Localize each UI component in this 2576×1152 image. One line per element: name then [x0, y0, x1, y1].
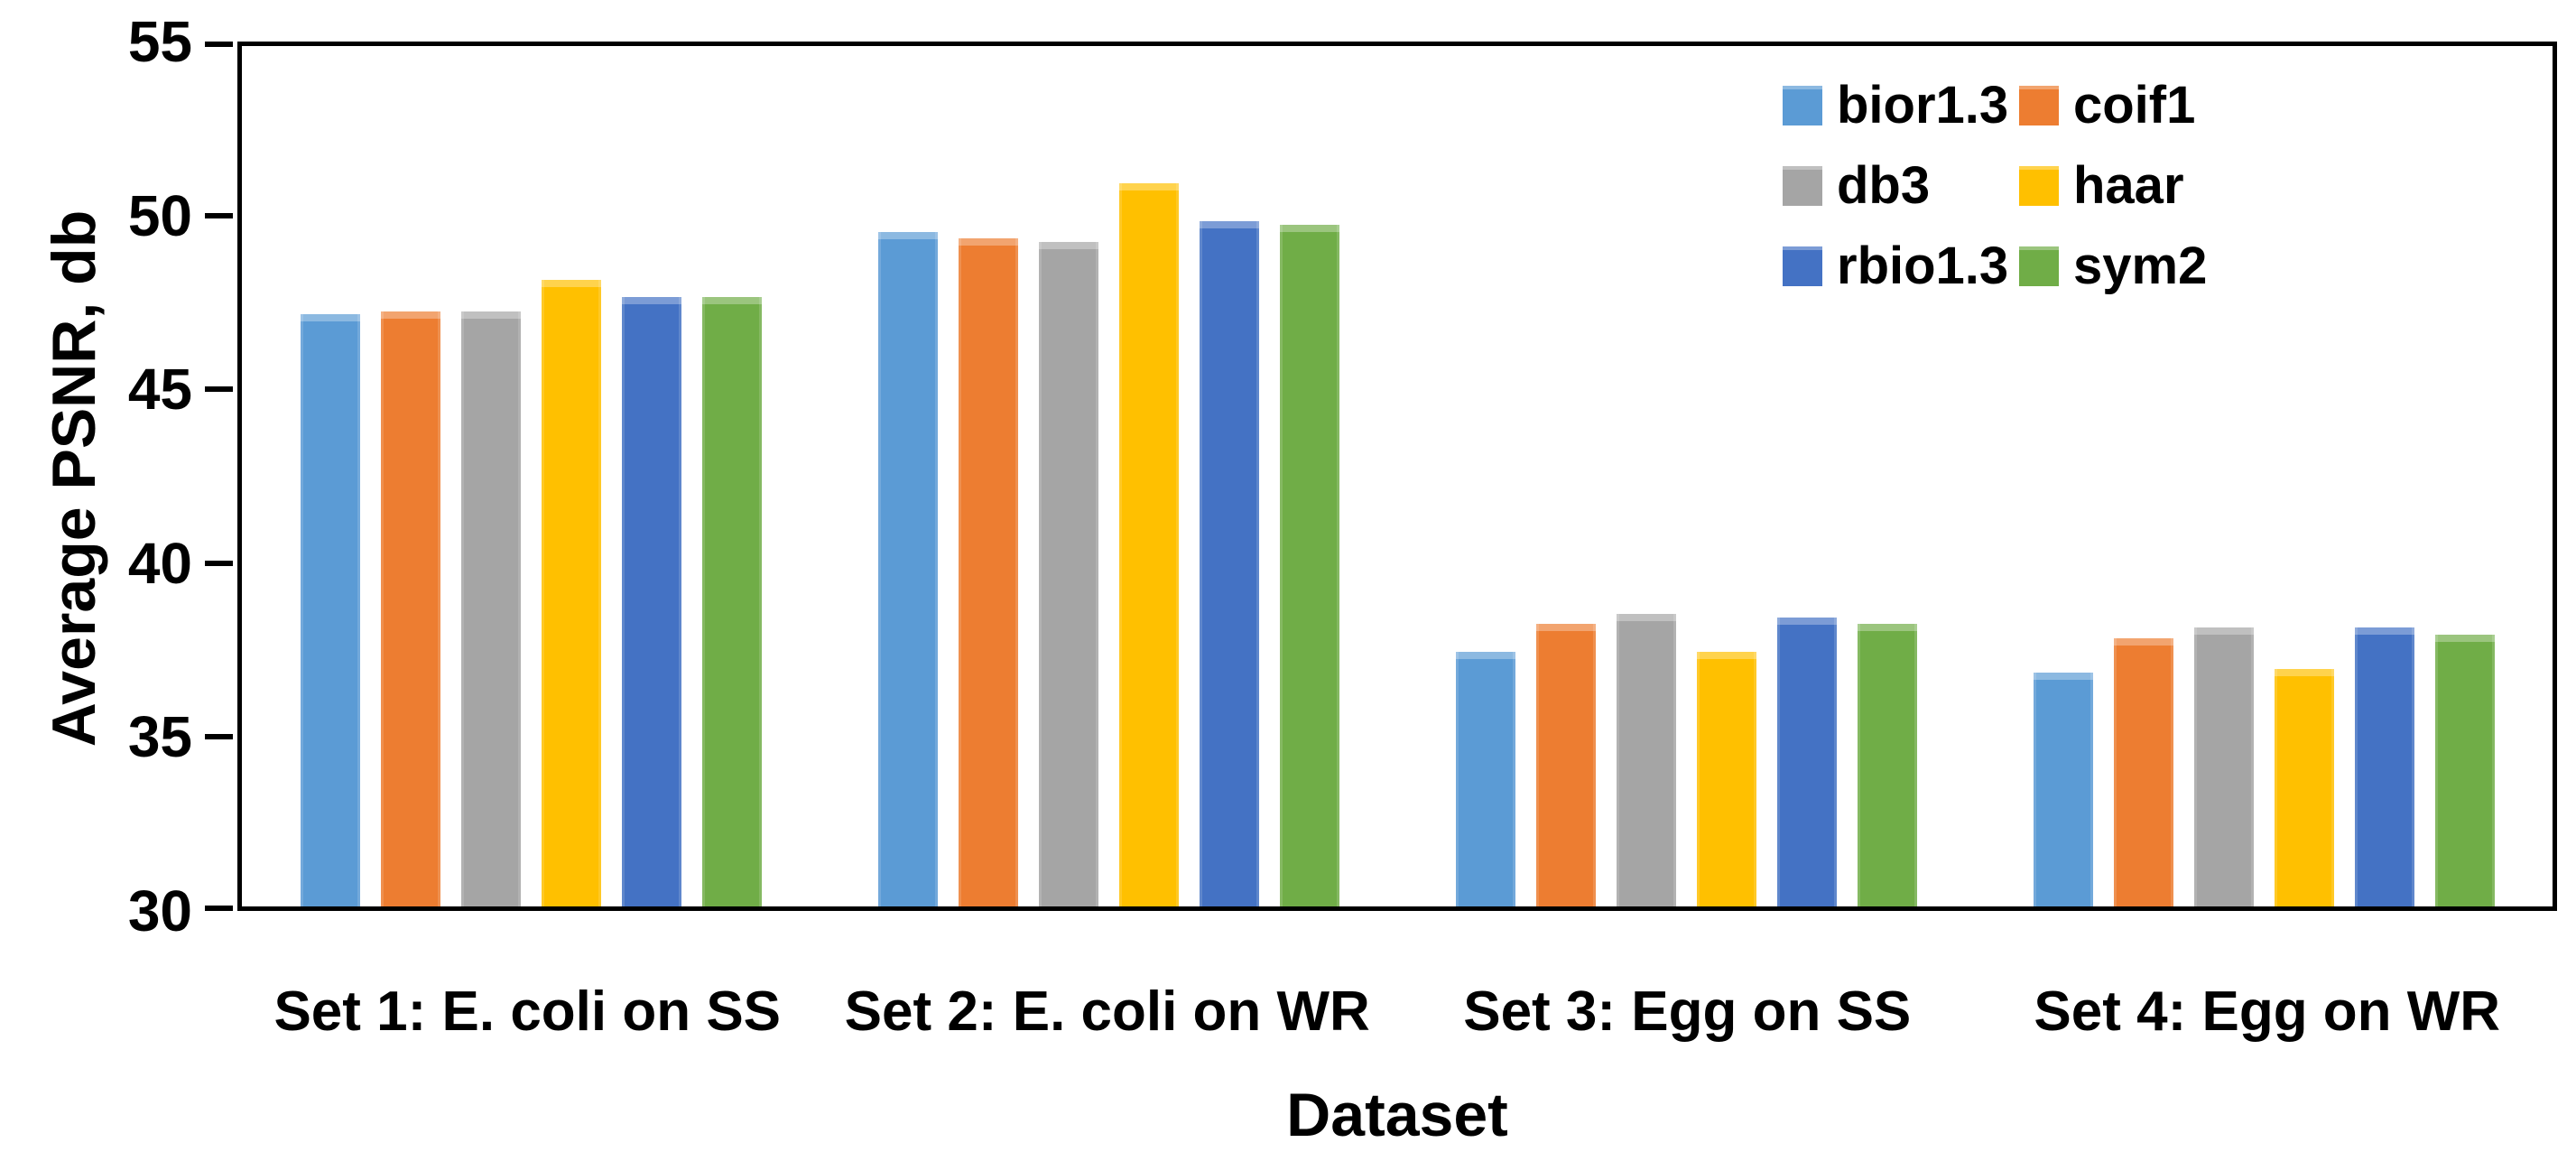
bar-coif1 — [380, 311, 440, 906]
x-category-label: Set 3: Egg on SS — [1463, 980, 1912, 1043]
bar-db3 — [1038, 242, 1098, 906]
legend-item-haar: haar — [2019, 158, 2207, 214]
x-axis-category-labels: Set 1: E. coli on SS Set 2: E. coli on WR… — [237, 980, 2557, 1044]
bar-sym2 — [1857, 624, 1917, 906]
bar-haar — [541, 280, 601, 906]
legend-item-sym2: sym2 — [2019, 238, 2207, 294]
legend-swatch-icon — [2019, 166, 2059, 206]
y-tick-mark — [205, 906, 233, 911]
bar-group-1 — [242, 46, 820, 906]
legend-label: bior1.3 — [1837, 76, 2009, 135]
legend-label: haar — [2073, 156, 2184, 215]
x-category-label: Set 2: E. coli on WR — [844, 980, 1370, 1043]
bar-db3 — [460, 311, 521, 906]
bar-group-2 — [820, 46, 1397, 906]
legend-swatch-icon — [2019, 246, 2059, 286]
legend-swatch-icon — [1783, 86, 1822, 125]
bar-db3 — [2193, 627, 2254, 906]
bar-sym2 — [701, 297, 762, 906]
y-tick-mark — [205, 560, 233, 566]
bar-rbio1.3 — [1199, 221, 1259, 906]
bar-bior1.3 — [877, 231, 938, 906]
bar-haar — [1118, 183, 1179, 906]
legend-label: sym2 — [2073, 237, 2208, 295]
legend-label: rbio1.3 — [1837, 237, 2009, 295]
bars-layer — [242, 46, 2553, 906]
bar-coif1 — [2113, 637, 2173, 906]
bar-db3 — [1616, 613, 1676, 906]
y-tick-mark — [205, 212, 233, 218]
x-category-label: Set 4: Egg on WR — [2034, 980, 2501, 1043]
y-tick-label: 40 — [127, 530, 192, 596]
y-tick-label: 30 — [127, 878, 192, 943]
legend-item-bior1.3: bior1.3 — [1783, 78, 2019, 134]
y-tick-label: 55 — [127, 9, 192, 74]
x-axis-title: Dataset — [1286, 1081, 1508, 1149]
y-tick-mark — [205, 386, 233, 393]
y-tick-label: 35 — [127, 704, 192, 770]
plot-area: 30 35 40 45 50 55 bior1.3 coif1 db3 haar rbio1.3 s… — [128, 9, 2557, 943]
legend-swatch-icon — [2019, 86, 2059, 125]
legend: bior1.3 coif1 db3 haar rbio1.3 sym2 — [1783, 78, 2207, 294]
bar-rbio1.3 — [621, 297, 681, 906]
bar-rbio1.3 — [2354, 627, 2414, 906]
y-tick-mark — [205, 42, 233, 47]
bar-rbio1.3 — [1776, 617, 1837, 906]
bar-bior1.3 — [1455, 651, 1515, 906]
legend-item-db3: db3 — [1783, 158, 2019, 214]
bar-haar — [1696, 651, 1756, 906]
legend-label: coif1 — [2073, 76, 2196, 135]
bar-haar — [2274, 668, 2334, 906]
legend-item-rbio1.3: rbio1.3 — [1783, 238, 2019, 294]
bar-sym2 — [2434, 634, 2495, 906]
y-tick-mark — [205, 734, 233, 740]
legend-item-coif1: coif1 — [2019, 78, 2207, 134]
bar-coif1 — [958, 238, 1018, 906]
legend-label: db3 — [1837, 156, 1931, 215]
legend-swatch-icon — [1783, 166, 1822, 206]
bar-sym2 — [1279, 225, 1339, 906]
y-tick-label: 45 — [127, 357, 192, 423]
bar-bior1.3 — [2033, 672, 2093, 906]
x-category-label: Set 1: E. coli on SS — [273, 980, 782, 1043]
bar-group-4 — [1975, 46, 2553, 906]
bar-coif1 — [1535, 624, 1596, 906]
legend-swatch-icon — [1783, 246, 1822, 286]
bar-bior1.3 — [300, 314, 360, 906]
bar-group-3 — [1397, 46, 1975, 906]
y-tick-label: 50 — [127, 182, 192, 248]
